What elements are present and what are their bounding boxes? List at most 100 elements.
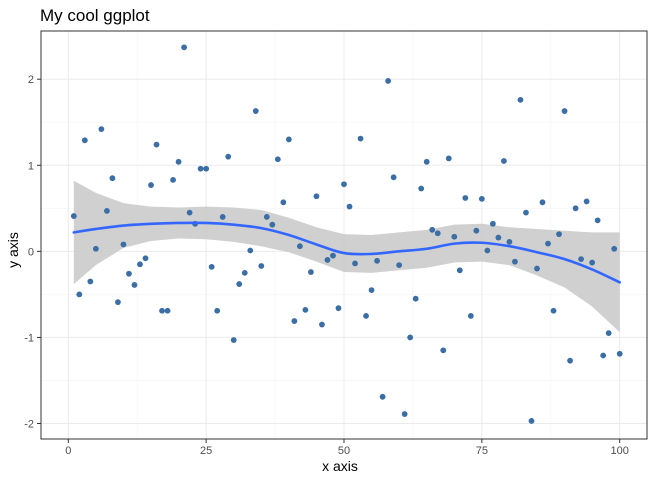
data-point <box>346 203 353 210</box>
data-point <box>159 307 165 314</box>
data-point <box>153 141 160 148</box>
data-point <box>203 165 210 172</box>
x-axis-label: x axis <box>322 458 358 474</box>
chart-title: My cool ggplot <box>40 6 150 25</box>
data-point <box>247 247 254 254</box>
data-point <box>308 269 314 275</box>
data-point <box>109 175 116 182</box>
data-point <box>456 267 463 274</box>
data-point <box>594 217 601 224</box>
data-point <box>341 181 347 188</box>
data-point <box>374 257 380 264</box>
data-point <box>489 220 496 227</box>
data-point <box>423 158 430 165</box>
data-point <box>225 153 232 160</box>
data-point <box>434 230 441 237</box>
data-point <box>208 263 215 270</box>
data-point <box>241 269 248 276</box>
data-point <box>142 255 149 262</box>
data-point <box>186 209 193 216</box>
data-point <box>412 295 419 302</box>
data-point <box>324 257 331 263</box>
data-point <box>501 158 507 164</box>
data-point <box>115 299 121 306</box>
x-axis: 0 25 50 75 100 <box>65 439 629 457</box>
data-point <box>302 306 309 313</box>
data-point <box>605 330 612 337</box>
data-point <box>589 259 596 266</box>
data-point <box>92 245 99 252</box>
data-point <box>462 195 469 201</box>
data-point <box>473 227 480 234</box>
data-point <box>401 411 408 417</box>
y-axis-label: y axis <box>5 232 21 268</box>
plot-panel <box>40 30 648 440</box>
data-point <box>512 258 518 265</box>
y-tick-label: 0 <box>28 246 34 258</box>
data-point <box>368 287 375 293</box>
y-axis: -2 -1 0 1 2 <box>24 74 41 431</box>
y-tick-label: -1 <box>24 332 34 344</box>
data-point <box>495 234 502 241</box>
data-point <box>352 260 358 267</box>
x-tick-label: 25 <box>200 445 212 457</box>
data-point <box>197 165 204 172</box>
data-point <box>335 305 342 312</box>
data-point <box>407 334 414 341</box>
data-point <box>81 137 88 144</box>
data-point <box>567 357 573 364</box>
data-point <box>280 199 287 206</box>
data-point <box>484 247 491 254</box>
data-point <box>137 261 143 268</box>
data-point <box>164 307 171 314</box>
data-point <box>600 352 607 359</box>
data-point <box>230 337 237 343</box>
data-point <box>390 174 397 181</box>
data-point <box>291 318 298 324</box>
data-point <box>616 350 623 357</box>
data-point <box>534 265 540 272</box>
data-point <box>418 185 425 192</box>
data-point <box>545 240 551 247</box>
x-tick-label: 50 <box>338 445 350 457</box>
data-point <box>467 313 474 319</box>
confidence-ribbon <box>73 180 620 333</box>
data-point <box>219 214 226 220</box>
data-point <box>396 262 403 269</box>
data-point <box>556 231 562 238</box>
data-point <box>330 252 336 259</box>
data-point <box>319 321 325 328</box>
data-point <box>583 198 590 205</box>
data-point <box>478 195 485 202</box>
data-point <box>561 108 568 114</box>
data-point <box>440 347 447 354</box>
data-point <box>263 214 270 220</box>
data-point <box>379 393 386 400</box>
data-point <box>528 418 535 424</box>
data-point <box>258 263 265 269</box>
data-point <box>550 307 557 314</box>
data-point <box>313 193 320 200</box>
data-point <box>76 291 83 298</box>
data-point <box>445 155 452 162</box>
data-point <box>98 126 105 133</box>
data-point <box>296 243 303 250</box>
y-tick-label: 2 <box>28 74 34 86</box>
x-tick-label: 75 <box>476 445 488 457</box>
data-point <box>175 158 182 165</box>
data-point <box>363 313 369 319</box>
data-point <box>214 307 221 314</box>
data-point <box>269 221 276 228</box>
data-point <box>523 209 529 216</box>
data-point <box>385 78 392 84</box>
data-point <box>252 108 259 114</box>
data-point <box>285 136 292 143</box>
data-point <box>429 226 436 233</box>
data-point <box>357 135 364 142</box>
data-point <box>131 282 138 288</box>
data-point <box>539 199 546 206</box>
data-point <box>274 156 281 163</box>
data-point <box>120 241 127 248</box>
data-point <box>70 213 77 219</box>
